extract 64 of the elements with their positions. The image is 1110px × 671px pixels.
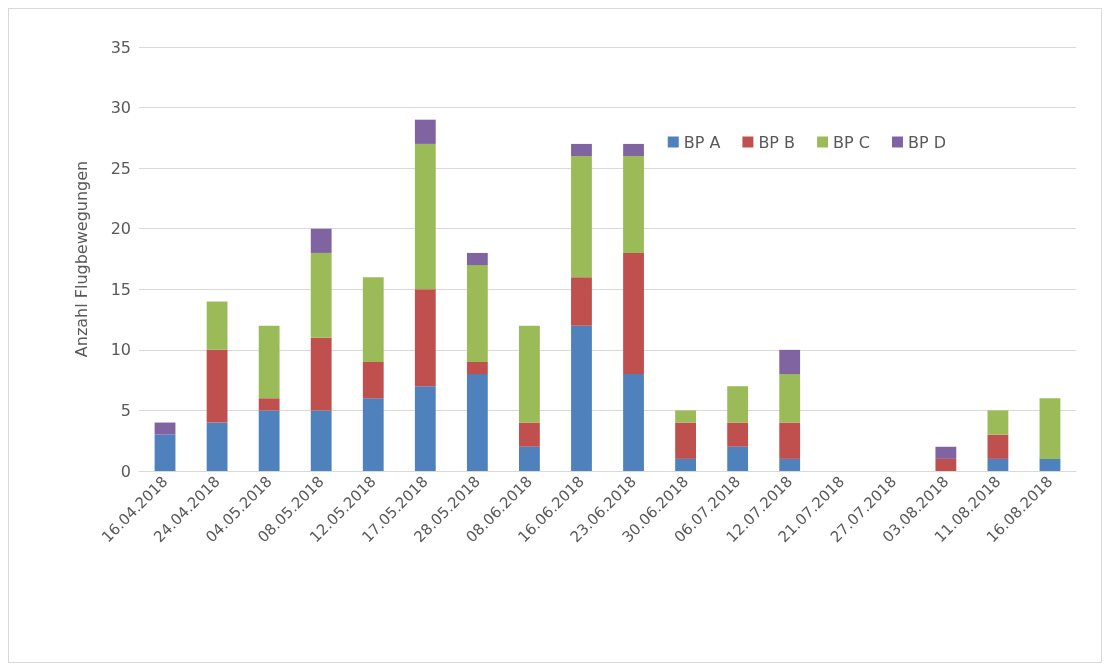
bar (414, 386, 436, 471)
bar (1039, 458, 1061, 471)
bar (987, 410, 1009, 435)
bar (987, 434, 1009, 459)
bar (623, 374, 644, 471)
y-tick-label: 25 (110, 158, 131, 178)
bar (779, 374, 801, 423)
bar (414, 289, 436, 387)
bar (206, 422, 228, 471)
bar (935, 458, 957, 471)
bar (466, 361, 488, 375)
bar (519, 446, 540, 471)
bar (623, 252, 644, 375)
bar (362, 277, 384, 362)
bar (414, 119, 436, 144)
bar (571, 277, 592, 326)
bar (154, 434, 176, 471)
bar (362, 398, 384, 471)
y-tick-label: 30 (110, 98, 131, 118)
y-axis-title: Anzahl Flugbewegungen (71, 160, 91, 358)
bar (466, 252, 488, 266)
bar (258, 398, 280, 411)
bar (987, 458, 1009, 471)
bar (779, 349, 801, 375)
bar (258, 325, 280, 399)
bar (414, 143, 436, 290)
bar (1039, 398, 1061, 459)
bar (258, 410, 280, 471)
y-tick-label: 35 (110, 37, 131, 57)
bar (154, 422, 176, 435)
bar (571, 325, 592, 471)
y-tick-label: 10 (110, 340, 131, 360)
legend-label: BP D (907, 132, 946, 152)
bar (466, 265, 488, 362)
bar (623, 143, 644, 157)
bar (623, 156, 644, 253)
bar (571, 156, 592, 278)
bar (935, 446, 957, 459)
bar (727, 386, 749, 423)
y-tick-label: 0 (120, 461, 131, 481)
bar (206, 301, 228, 350)
bar (675, 458, 696, 471)
bar (310, 337, 332, 411)
bar (519, 325, 540, 423)
bar (362, 361, 384, 399)
bar (675, 422, 696, 459)
legend-label: BP B (758, 132, 796, 152)
bar (779, 422, 801, 459)
bar (519, 422, 540, 447)
bar (675, 410, 696, 423)
bar (727, 422, 749, 447)
bar (779, 458, 801, 471)
bar (310, 410, 332, 471)
bar (727, 446, 749, 471)
y-tick-label: 20 (110, 219, 131, 239)
bar (571, 143, 592, 157)
y-tick-label: 5 (120, 400, 131, 420)
bar (310, 252, 332, 338)
bar (466, 374, 488, 471)
bar (310, 228, 332, 253)
legend-label: BP A (683, 132, 721, 152)
y-tick-label: 15 (110, 279, 131, 299)
bar (206, 349, 228, 423)
legend-label: BP C (833, 132, 870, 152)
